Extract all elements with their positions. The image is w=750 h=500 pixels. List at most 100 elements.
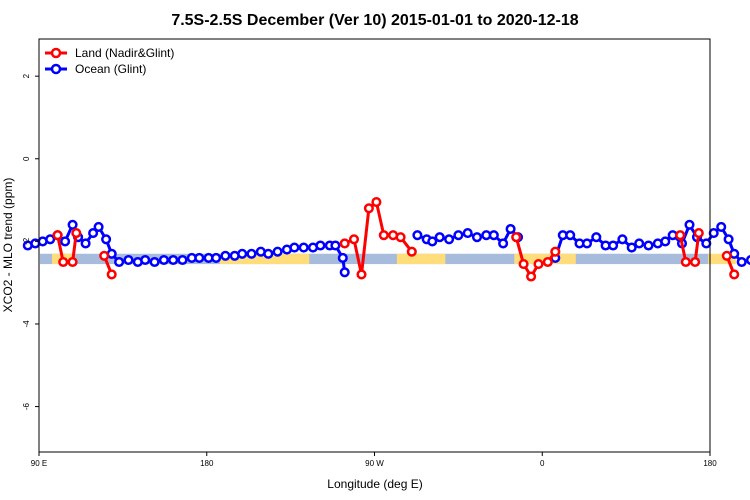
- ocean-point: [298, 242, 309, 253]
- land-point: [729, 269, 740, 280]
- ocean-point: [471, 232, 483, 243]
- land-point: [693, 228, 704, 239]
- ocean-point: [453, 230, 464, 241]
- land-point: [378, 230, 389, 241]
- ocean-point: [330, 240, 341, 251]
- legend-marker-land: [50, 47, 62, 59]
- ocean-point: [315, 240, 326, 251]
- x-tick-label: 0: [540, 459, 545, 468]
- ocean-point: [237, 248, 248, 259]
- ocean-point: [220, 250, 231, 261]
- ocean-point: [591, 232, 602, 243]
- ocean-point: [684, 219, 695, 230]
- ocean-point: [723, 234, 734, 245]
- land-point: [106, 269, 117, 280]
- ocean-point: [581, 238, 593, 249]
- land-point: [721, 250, 732, 261]
- land-point: [680, 256, 691, 268]
- ocean-point: [608, 240, 619, 251]
- x-axis-label: Longitude (deg E): [327, 477, 422, 491]
- ocean-point: [211, 252, 222, 263]
- ocean-band: [40, 253, 709, 265]
- land-point: [511, 232, 522, 243]
- y-tick-label: 0: [22, 156, 31, 161]
- land-point: [363, 203, 374, 214]
- land-point: [533, 259, 544, 270]
- ocean-point: [462, 228, 473, 239]
- land-point: [371, 197, 382, 208]
- land-point: [356, 269, 367, 280]
- ocean-point: [114, 256, 125, 268]
- land-point: [58, 256, 69, 268]
- series-layer: [22, 197, 750, 282]
- ocean-point: [565, 230, 576, 241]
- x-tick-label: 90 W: [365, 459, 384, 468]
- ocean-point: [505, 223, 516, 235]
- ocean-point: [488, 230, 499, 241]
- ocean-point: [634, 238, 645, 249]
- land-point: [550, 246, 561, 257]
- legend-label-ocean: Ocean (Glint): [75, 62, 146, 76]
- ocean-point: [123, 254, 134, 266]
- ocean-point: [617, 234, 628, 245]
- ocean-point: [246, 248, 257, 259]
- ocean-point: [80, 238, 91, 249]
- y-axis-ticks: 2 0 -2 -4 -6: [22, 73, 39, 410]
- ocean-point: [140, 254, 151, 266]
- x-tick-label: 90 E: [31, 459, 47, 468]
- x-axis-ticks: 90 E 180 90 W 0 180: [31, 452, 717, 468]
- ocean-point: [736, 256, 747, 268]
- land-point: [348, 234, 360, 245]
- ocean-point: [339, 267, 350, 278]
- land-band-2: [396, 253, 446, 265]
- ocean-point: [88, 228, 99, 239]
- y-tick-label: -6: [22, 402, 31, 410]
- ocean-point: [289, 242, 300, 253]
- ocean-point: [643, 240, 654, 251]
- ocean-point: [263, 248, 274, 259]
- ocean-point: [177, 254, 188, 266]
- ocean-point: [158, 254, 169, 266]
- ocean-point: [498, 238, 509, 249]
- ocean-point: [444, 234, 455, 245]
- ocean-point: [67, 219, 78, 230]
- ocean-point: [716, 221, 727, 232]
- ocean-point: [412, 230, 423, 241]
- y-axis-label: XCO2 - MLO trend (ppm): [1, 178, 15, 313]
- ocean-point: [93, 221, 104, 232]
- ocean-point: [434, 232, 445, 243]
- land-point: [542, 256, 553, 268]
- y-tick-label: 2: [22, 73, 31, 78]
- x-tick-label: 180: [703, 459, 717, 468]
- ocean-point: [701, 238, 712, 249]
- land-point: [518, 259, 529, 270]
- land-point: [690, 256, 701, 268]
- land-point: [406, 246, 417, 257]
- ocean-point: [337, 252, 348, 263]
- ocean-point: [101, 234, 112, 245]
- ocean-point: [168, 254, 179, 266]
- ocean-point: [427, 236, 438, 247]
- ocean-point: [745, 255, 750, 265]
- ocean-point: [272, 246, 283, 257]
- chart-title: 7.5S-2.5S December (Ver 10) 2015-01-01 t…: [171, 12, 578, 29]
- land-point: [52, 230, 63, 241]
- y-tick-label: -4: [22, 320, 31, 328]
- legend: Land (Nadir&Glint) Ocean (Glint): [45, 46, 174, 76]
- land-point: [99, 250, 110, 261]
- x-tick-label: 180: [200, 459, 214, 468]
- land-point: [526, 271, 537, 282]
- land-point: [71, 228, 82, 239]
- ocean-point: [626, 242, 637, 253]
- ocean-point: [45, 234, 56, 245]
- ocean-point: [60, 236, 71, 247]
- land-band-1: [219, 253, 310, 265]
- ocean-point: [660, 236, 671, 247]
- ocean-point: [194, 252, 205, 263]
- y-tick-label: -2: [22, 237, 31, 245]
- ocean-point: [149, 256, 160, 268]
- land-point: [675, 230, 686, 241]
- ocean-point: [708, 228, 719, 239]
